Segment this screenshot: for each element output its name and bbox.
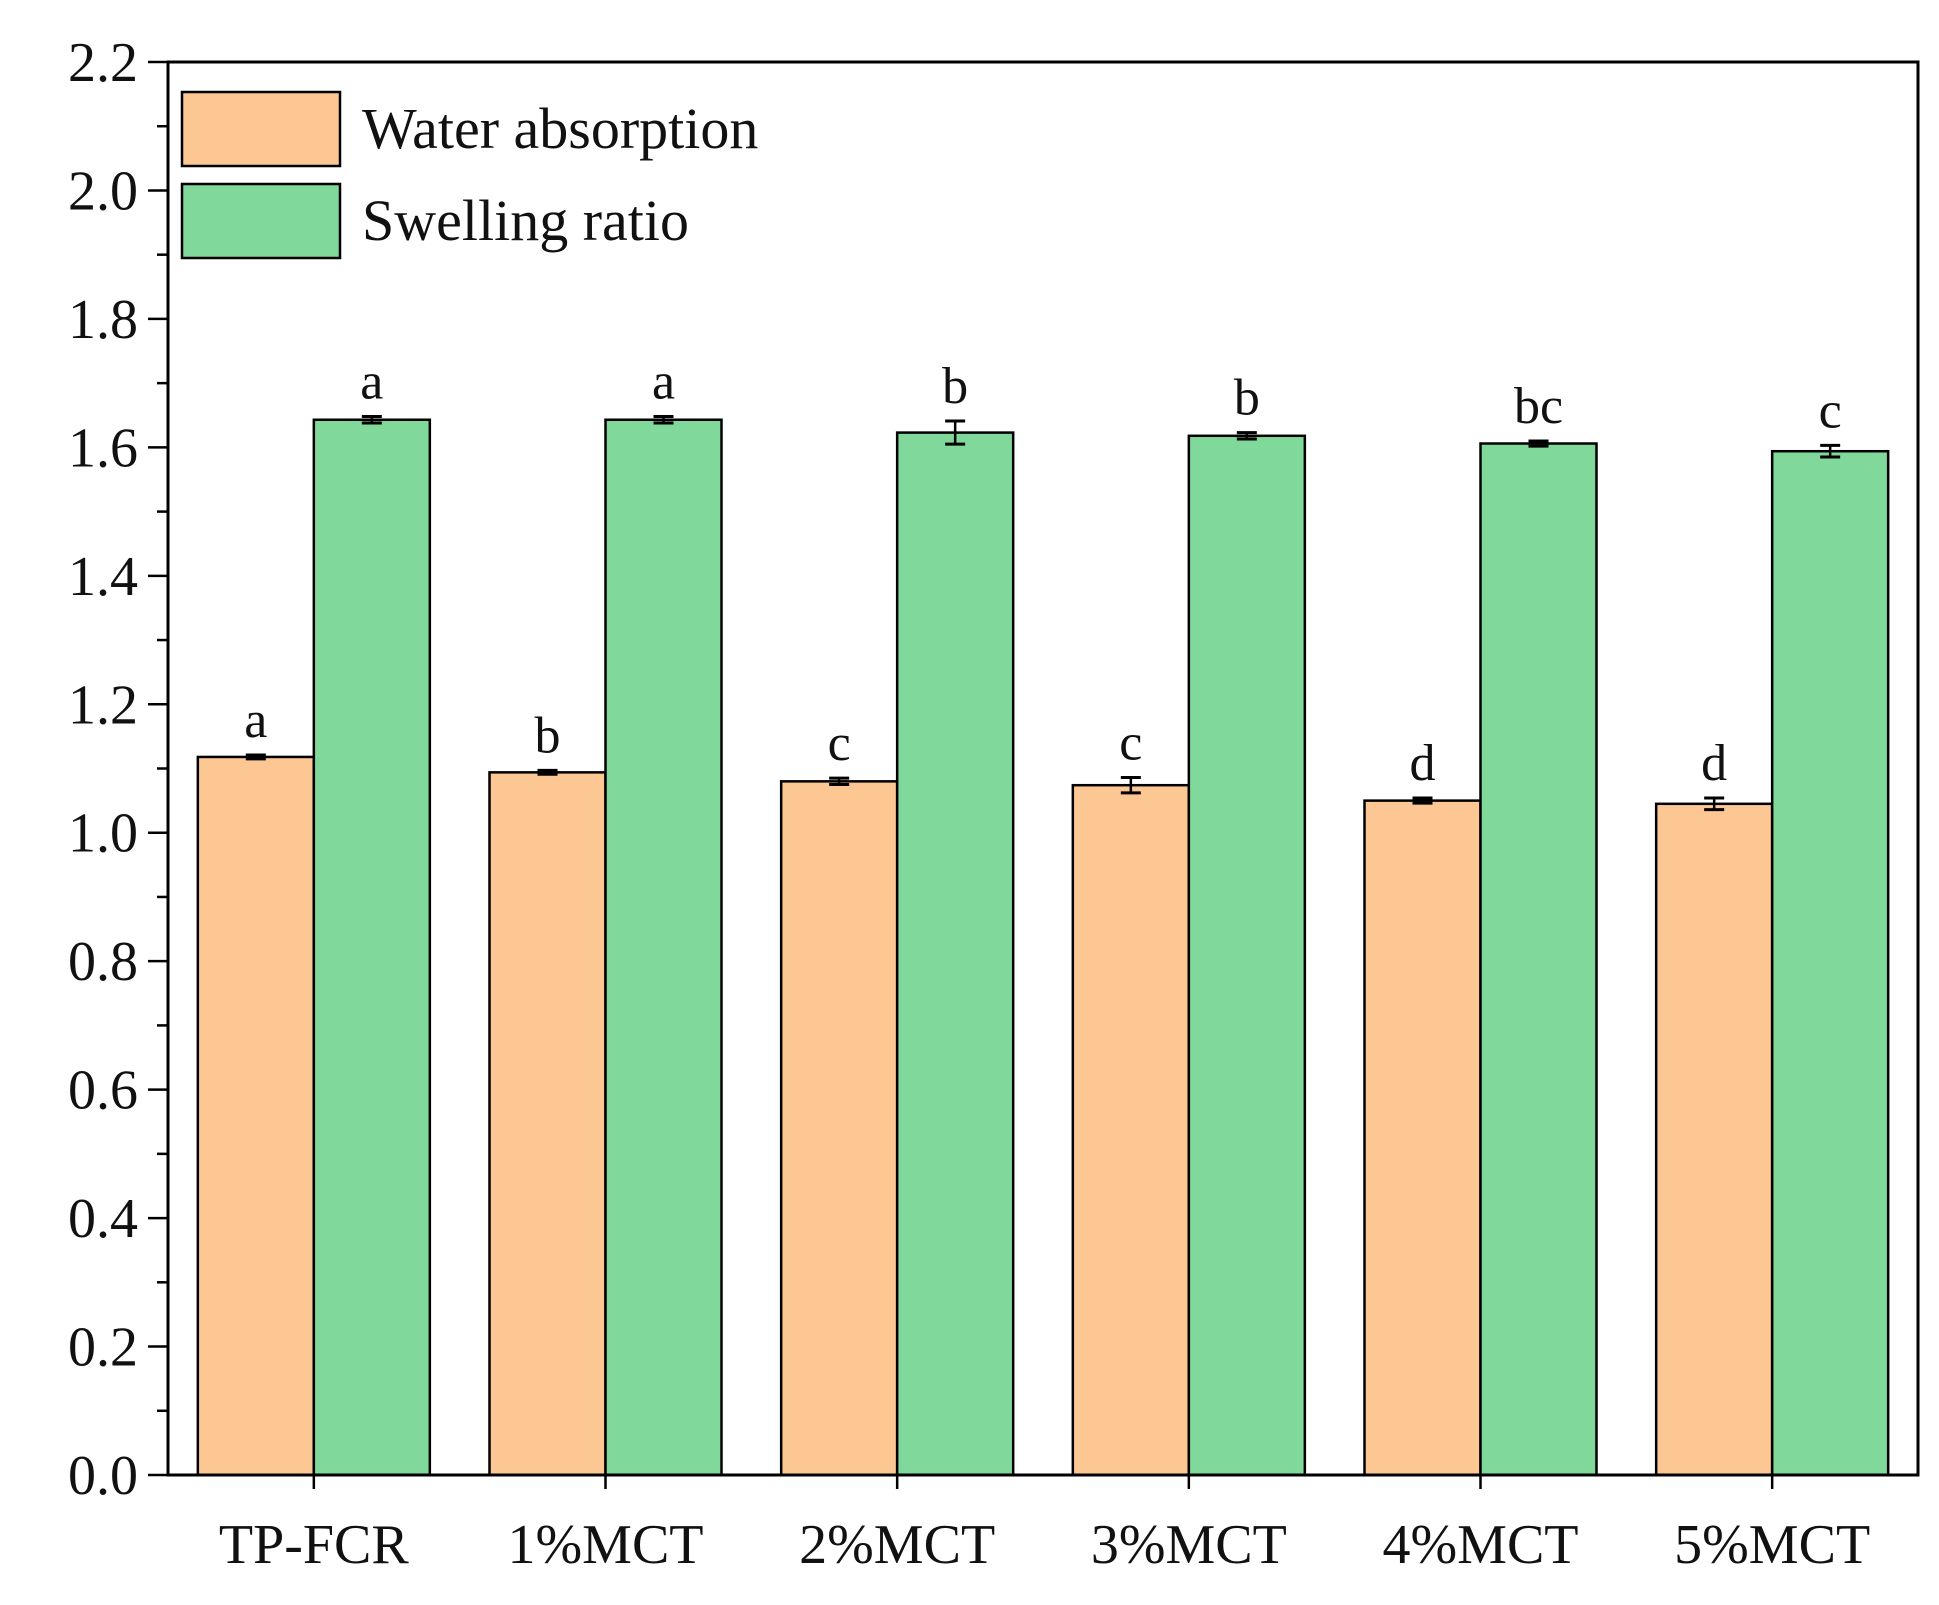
- significance-letter: c: [828, 715, 851, 772]
- x-tick-label: 5%MCT: [1674, 1514, 1870, 1576]
- y-tick-label: 1.0: [68, 803, 138, 865]
- bar-water-absorption: [196, 755, 316, 1477]
- significance-letter: d: [1701, 735, 1727, 792]
- significance-letter: b: [535, 707, 561, 764]
- error-bar: [245, 753, 266, 761]
- x-tick-label: 3%MCT: [1091, 1514, 1287, 1576]
- bar-swelling-ratio: [604, 418, 723, 1477]
- significance-letter: b: [1234, 370, 1260, 427]
- error-bar: [1412, 796, 1433, 805]
- bar-swelling-ratio: [1479, 442, 1598, 1477]
- legend-label: Water absorption: [362, 96, 758, 161]
- error-bar: [829, 776, 850, 787]
- bars-layer: [196, 415, 1890, 1477]
- y-tick-label: 1.2: [68, 674, 138, 736]
- error-bar: [361, 415, 382, 425]
- significance-letter: c: [1119, 714, 1142, 771]
- error-bar: [945, 419, 966, 446]
- x-tick-label: 4%MCT: [1383, 1514, 1579, 1576]
- legend: Water absorption Swelling ratio: [180, 90, 758, 260]
- axes-layer: [148, 60, 1920, 1489]
- y-tick-label: 2.2: [68, 32, 138, 94]
- y-tick-label: 0.6: [68, 1060, 138, 1122]
- bar-water-absorption: [1363, 799, 1482, 1477]
- bar-swelling-ratio: [1770, 449, 1890, 1477]
- error-bar: [1528, 439, 1549, 448]
- bar-water-absorption: [488, 771, 607, 1477]
- y-tick-label: 2.0: [68, 160, 138, 222]
- bar-water-absorption: [1654, 802, 1774, 1477]
- significance-letter: a: [652, 354, 675, 411]
- legend-item: Swelling ratio: [180, 182, 689, 260]
- labels-layer: a a TP-FCR b a 1%MCT c b 2%MCT c b 3%MCT d bc 4%MCT d c 5…: [68, 32, 1870, 1576]
- significance-letter: c: [1819, 382, 1842, 439]
- x-tick-label: TP-FCR: [219, 1514, 409, 1576]
- significance-letter: a: [360, 354, 383, 411]
- x-tick-label: 1%MCT: [508, 1514, 704, 1576]
- y-tick-label: 1.6: [68, 417, 138, 479]
- error-bar: [653, 415, 674, 425]
- error-bar: [1120, 775, 1141, 795]
- significance-letter: bc: [1514, 378, 1563, 435]
- bar-water-absorption: [1071, 783, 1191, 1477]
- significance-letter: a: [244, 692, 267, 749]
- error-bar: [537, 768, 558, 776]
- error-bar: [1704, 796, 1725, 812]
- bar-swelling-ratio: [1187, 434, 1307, 1477]
- y-tick-label: 0.4: [68, 1188, 138, 1250]
- y-tick-label: 0.8: [68, 931, 138, 993]
- legend-item: Water absorption: [180, 90, 758, 168]
- legend-label: Swelling ratio: [362, 188, 689, 253]
- legend-swatch: [180, 182, 342, 260]
- legend-swatch: [180, 90, 342, 168]
- bar-water-absorption: [779, 780, 899, 1477]
- significance-letter: b: [942, 358, 968, 415]
- error-bar: [1820, 443, 1841, 459]
- y-tick-label: 1.4: [68, 546, 138, 608]
- significance-letter: d: [1410, 735, 1436, 792]
- y-tick-label: 0.0: [68, 1445, 138, 1507]
- bar-swelling-ratio: [895, 431, 1015, 1477]
- bar-swelling-ratio: [312, 418, 432, 1477]
- y-tick-label: 0.2: [68, 1317, 138, 1379]
- error-bar: [1236, 431, 1257, 441]
- y-tick-label: 1.8: [68, 289, 138, 351]
- x-tick-label: 2%MCT: [799, 1514, 995, 1576]
